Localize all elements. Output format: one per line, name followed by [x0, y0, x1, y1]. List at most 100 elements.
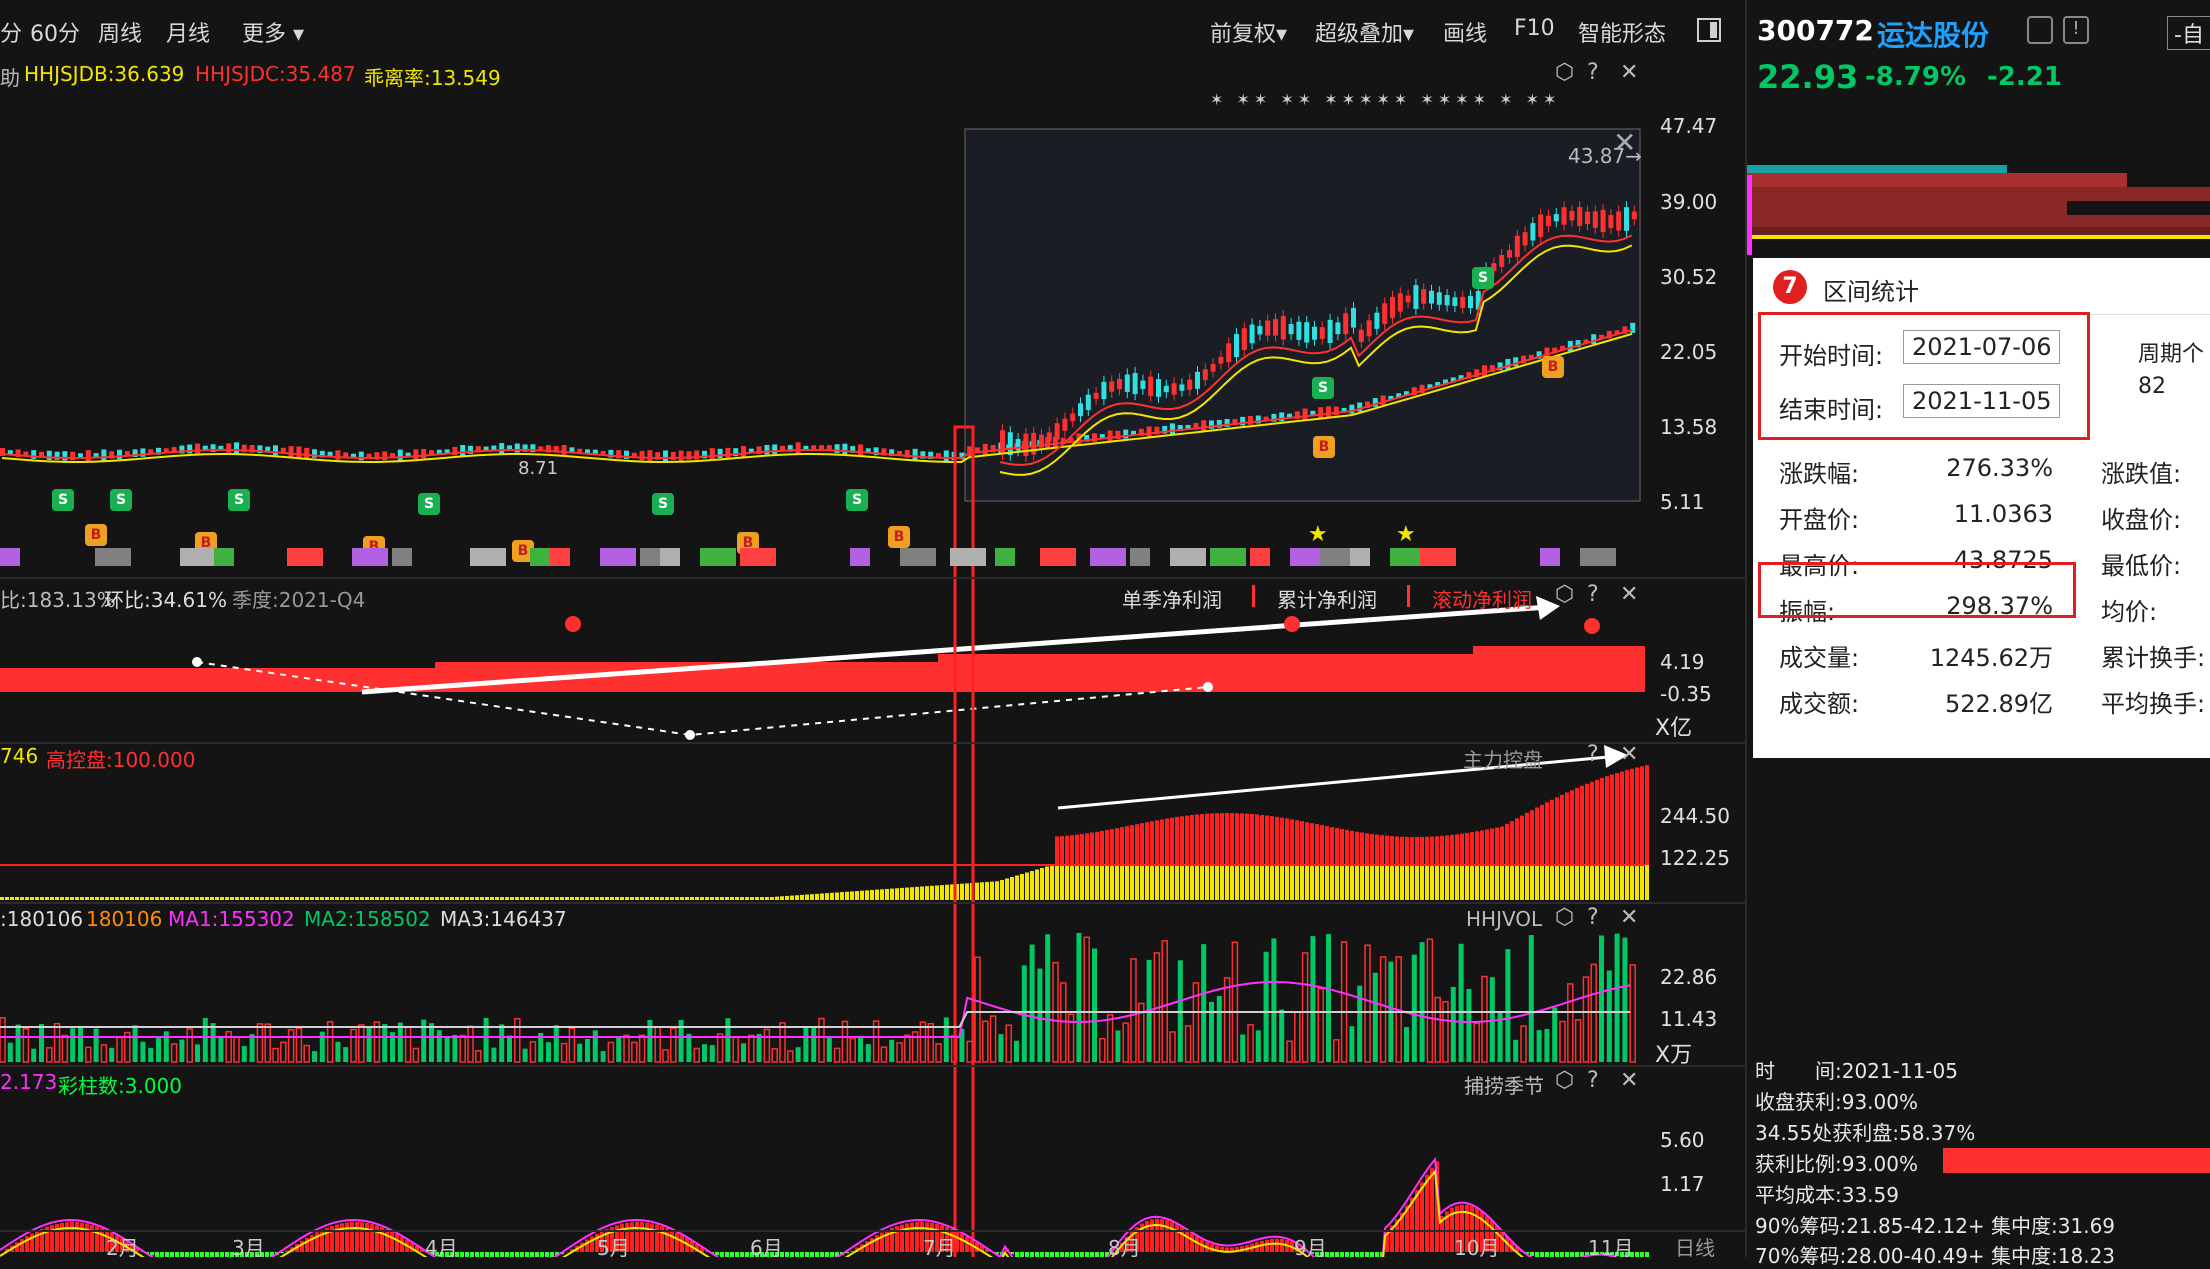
control-bar-yellow — [145, 897, 149, 900]
control-bar-red — [1255, 814, 1259, 865]
control-bar-yellow — [590, 897, 594, 900]
event-tag[interactable] — [740, 548, 776, 566]
tab-cumulative[interactable]: 累计净利润 — [1277, 584, 1377, 613]
season-bar-down — [1015, 1252, 1019, 1257]
close-icon[interactable]: ✕ — [1620, 60, 1638, 85]
event-tag[interactable] — [1250, 548, 1270, 566]
season-bar-up — [655, 1225, 659, 1252]
volume-bar — [1108, 1015, 1113, 1062]
control-bar-yellow — [545, 897, 549, 900]
event-tag[interactable] — [1350, 548, 1370, 566]
control-bar-red — [1455, 834, 1459, 865]
sell-signal-icon: S — [52, 489, 74, 511]
event-tag[interactable] — [1540, 548, 1560, 566]
event-tag[interactable] — [1210, 548, 1246, 566]
period-week-tab[interactable]: 周线 — [98, 16, 142, 48]
candle — [413, 449, 418, 459]
event-tag[interactable] — [1130, 548, 1150, 566]
f10-button[interactable]: F10 — [1514, 16, 1555, 41]
help-icon[interactable]: ? — [1587, 582, 1599, 607]
control-bar-red — [1305, 822, 1309, 865]
alert-icon[interactable]: ! — [2063, 16, 2089, 44]
volume-bar — [1326, 934, 1331, 1062]
volume-bar — [733, 1037, 738, 1062]
event-tag[interactable] — [995, 548, 1015, 566]
bell-icon[interactable] — [2027, 16, 2053, 44]
adjust-dropdown[interactable]: 前复权▾ — [1210, 16, 1287, 48]
settings-icon[interactable]: ⬡ — [1555, 905, 1574, 930]
season-bar-down — [1365, 1252, 1369, 1257]
period-60min-tab[interactable]: 60分 — [30, 16, 80, 48]
control-bar-yellow — [870, 890, 874, 900]
control-bar-red — [1615, 773, 1619, 865]
volume-bar — [179, 1040, 184, 1062]
volume-bar — [445, 1036, 450, 1062]
zoom-close-icon[interactable]: ✕ — [1613, 126, 1636, 159]
control-bar-red — [1215, 813, 1219, 865]
close-icon[interactable]: ✕ — [1620, 742, 1638, 767]
help-icon[interactable]: ? — [1587, 1068, 1599, 1093]
help-icon[interactable]: ? — [1587, 742, 1599, 767]
tab-single-quarter[interactable]: 单季净利润 — [1122, 584, 1222, 613]
event-tag[interactable] — [660, 548, 680, 566]
event-tag[interactable] — [0, 548, 20, 566]
settings-icon[interactable]: ⬡ — [1555, 60, 1574, 85]
more-dropdown[interactable]: 更多 ▾ — [242, 16, 304, 48]
draw-line-button[interactable]: 画线 — [1443, 16, 1487, 48]
volume-bar — [967, 1041, 972, 1062]
control-bar-yellow — [40, 897, 44, 900]
event-tag[interactable] — [700, 548, 736, 566]
settings-icon[interactable]: ⬡ — [1555, 582, 1574, 607]
event-tag[interactable] — [180, 548, 216, 566]
panel-toggle-icon[interactable] — [1697, 18, 1721, 42]
sell-signal-icon: S — [228, 489, 250, 511]
close-icon[interactable]: ✕ — [1620, 582, 1638, 607]
close-icon[interactable]: ✕ — [1620, 905, 1638, 930]
event-tag[interactable] — [1170, 548, 1206, 566]
event-tag[interactable] — [600, 548, 636, 566]
event-tag[interactable] — [470, 548, 506, 566]
help-icon[interactable]: ? — [1587, 60, 1599, 85]
smart-pattern-button[interactable]: 智能形态 — [1578, 16, 1666, 48]
control-bar-yellow — [895, 888, 899, 900]
settings-icon[interactable]: ⬡ — [1555, 1068, 1574, 1093]
help-icon[interactable]: ? — [1587, 905, 1599, 930]
control-bar-red — [1285, 818, 1289, 865]
season-bar-down — [530, 1252, 534, 1257]
season-bar-down — [1335, 1252, 1339, 1257]
period-month-tab[interactable]: 月线 — [166, 16, 210, 48]
control-bar-red — [1440, 836, 1444, 865]
event-tag[interactable] — [900, 548, 936, 566]
volume-bar — [858, 1036, 863, 1062]
event-tag[interactable] — [850, 548, 870, 566]
event-tag[interactable] — [1090, 548, 1126, 566]
season-bar-up — [640, 1222, 644, 1252]
event-tag[interactable] — [1420, 548, 1456, 566]
event-tag[interactable] — [392, 548, 412, 566]
stock-name[interactable]: 运达股份 — [1877, 14, 1989, 54]
event-tag[interactable] — [1580, 548, 1616, 566]
indicator-prefix: 助 — [0, 62, 20, 91]
event-tag[interactable] — [950, 548, 986, 566]
overlay-dropdown[interactable]: 超级叠加▾ — [1315, 16, 1414, 48]
control-bar-red — [1055, 836, 1059, 865]
period-minute-tab[interactable]: 分 — [0, 16, 22, 48]
volume-bar — [335, 1042, 340, 1062]
event-tag[interactable] — [550, 548, 570, 566]
event-tag[interactable] — [95, 548, 131, 566]
event-tag[interactable] — [352, 548, 388, 566]
volume-bar — [1607, 971, 1612, 1062]
close-icon[interactable]: ✕ — [1620, 1068, 1638, 1093]
tab-rolling[interactable]: 滚动净利润 — [1432, 584, 1532, 613]
control-bar-red — [1135, 824, 1139, 865]
self-select-button[interactable]: -自 — [2167, 16, 2210, 50]
control-bar-yellow — [245, 897, 249, 900]
volume-bar — [1131, 959, 1136, 1062]
event-tag[interactable] — [214, 548, 234, 566]
volume-bar — [1342, 942, 1347, 1062]
control-bar-yellow — [30, 897, 34, 900]
season-bar-down — [1085, 1252, 1089, 1257]
event-tag[interactable] — [287, 548, 323, 566]
control-bar-yellow — [110, 897, 114, 900]
event-tag[interactable] — [1040, 548, 1076, 566]
